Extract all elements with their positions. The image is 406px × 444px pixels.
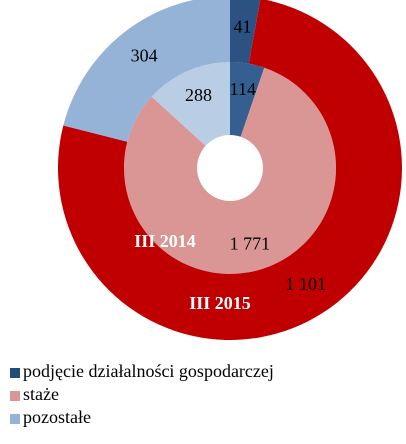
legend-swatch — [10, 414, 20, 424]
data-label: 114 — [230, 79, 256, 99]
legend-swatch — [10, 391, 20, 401]
legend-label: staże — [23, 384, 59, 404]
data-label: 41 — [233, 17, 251, 37]
legend-label: pozostałe — [23, 407, 91, 427]
legend-label: podjęcie działalności gospodarczej — [23, 361, 274, 381]
donut-segment — [230, 62, 265, 137]
data-label: 304 — [131, 46, 158, 66]
donut-segment — [230, 0, 261, 64]
donut-segment — [63, 0, 230, 142]
legend-swatch — [10, 368, 20, 378]
ring-label: III 2015 — [189, 293, 251, 313]
data-label: 288 — [185, 85, 212, 105]
data-label: 1 101 — [285, 274, 326, 294]
ring-label: III 2014 — [134, 231, 196, 251]
donut-segment — [58, 0, 402, 340]
data-label: 1 771 — [230, 234, 271, 254]
donut-segment — [124, 67, 337, 275]
donut-segment — [151, 62, 230, 146]
